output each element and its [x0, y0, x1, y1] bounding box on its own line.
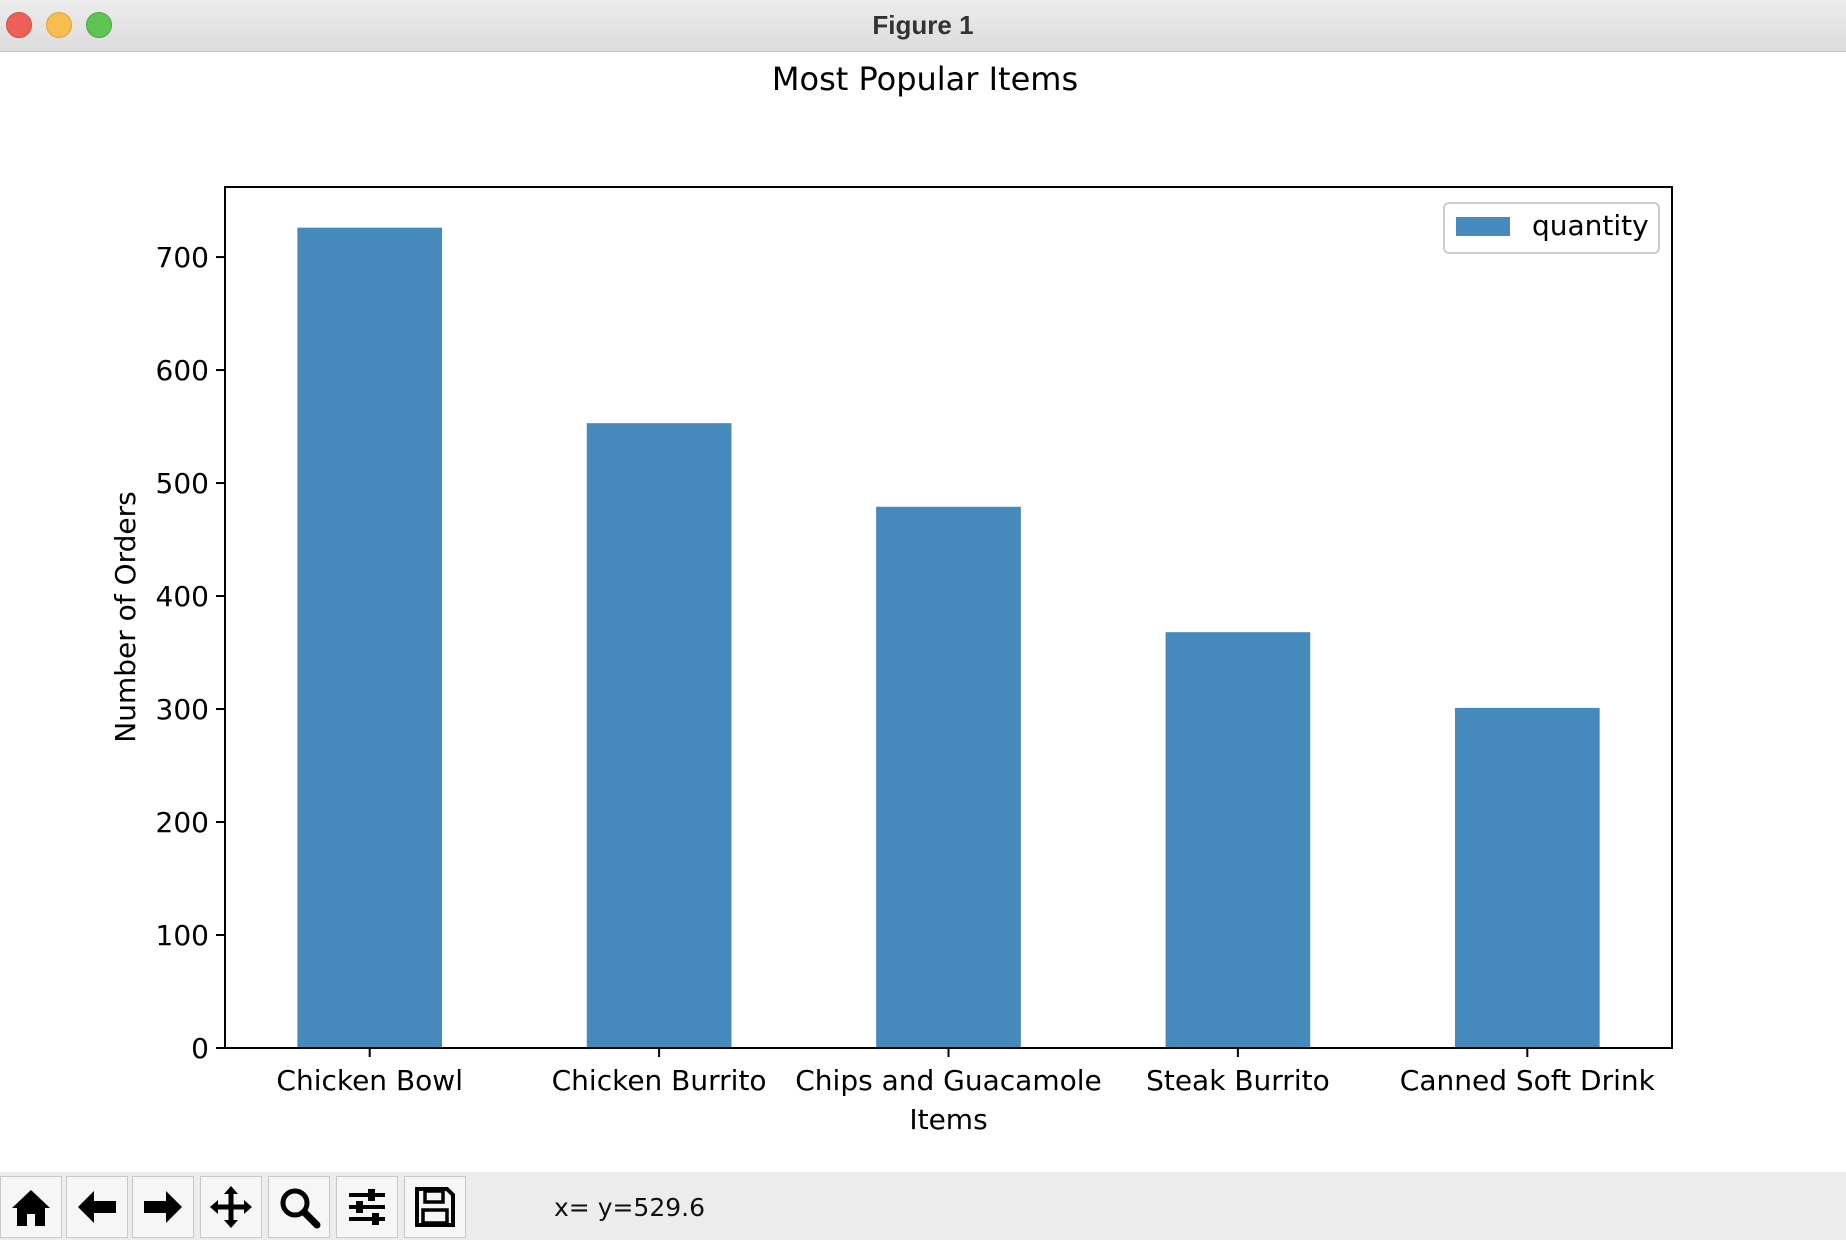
bar-chicken-burrito [586, 423, 732, 1048]
y-tick-label: 700 [156, 241, 209, 274]
y-tick-label: 100 [156, 919, 209, 952]
pan-button[interactable] [200, 1176, 262, 1238]
x-tick-label: Chicken Burrito [552, 1064, 767, 1097]
legend: quantity [1443, 202, 1660, 254]
magnifier-icon [280, 1188, 321, 1229]
home-icon [12, 1190, 50, 1226]
window-title: Figure 1 [872, 10, 974, 40]
y-tick-label: 0 [191, 1032, 209, 1065]
save-button[interactable] [404, 1176, 466, 1238]
bar-chart: Most Popular Items 0 100 200 300 400 500 600 70… [109, 60, 1673, 1136]
bar-chips-and-guacamole [876, 506, 1021, 1049]
navigation-toolbar [0, 1172, 1846, 1240]
move-icon [210, 1186, 252, 1228]
minimize-window-button[interactable] [46, 12, 72, 38]
y-axis: 0 100 200 300 400 500 600 700 [156, 241, 225, 1065]
x-tick-label: Chicken Bowl [276, 1064, 463, 1097]
legend-swatch [1456, 217, 1510, 236]
configure-subplots-button[interactable] [336, 1176, 398, 1238]
back-button[interactable] [66, 1176, 128, 1238]
figure-canvas[interactable]: Most Popular Items 0 100 200 300 400 500 600 70… [0, 52, 1846, 1172]
x-tick-label: Chips and Guacamole [795, 1064, 1101, 1097]
y-tick-label: 200 [156, 806, 209, 839]
bar-canned-soft-drink [1454, 707, 1600, 1048]
floppy-disk-icon [415, 1187, 455, 1227]
home-button[interactable] [0, 1176, 62, 1238]
chart-title: Most Popular Items [772, 60, 1078, 98]
maximize-window-button[interactable] [86, 12, 112, 38]
x-axis: Chicken Bowl Chicken Burrito Chips and Gua… [276, 1048, 1656, 1097]
y-tick-label: 400 [156, 580, 209, 613]
plot-frame [224, 186, 1673, 1049]
legend-frame [1443, 202, 1660, 254]
y-tick-label: 300 [156, 693, 209, 726]
sliders-icon [349, 1189, 385, 1225]
arrow-left-icon [78, 1191, 116, 1223]
y-axis-label: Number of Orders [109, 491, 142, 742]
zoom-button[interactable] [268, 1176, 330, 1238]
window-titlebar: Figure 1 [0, 0, 1846, 52]
x-axis-label: Items [909, 1103, 987, 1136]
x-tick-label: Steak Burrito [1146, 1064, 1330, 1097]
y-tick-label: 500 [156, 467, 209, 500]
y-tick-label: 600 [156, 354, 209, 387]
forward-button[interactable] [132, 1176, 194, 1238]
close-window-button[interactable] [6, 12, 32, 38]
bar-steak-burrito [1165, 632, 1311, 1048]
bars-layer [297, 227, 1600, 1049]
x-tick-label: Canned Soft Drink [1400, 1064, 1656, 1097]
legend-label: quantity [1532, 209, 1649, 242]
bar-chicken-bowl [297, 227, 443, 1048]
arrow-right-icon [144, 1191, 182, 1223]
cursor-coordinates: x= y=529.6 [554, 1193, 706, 1222]
